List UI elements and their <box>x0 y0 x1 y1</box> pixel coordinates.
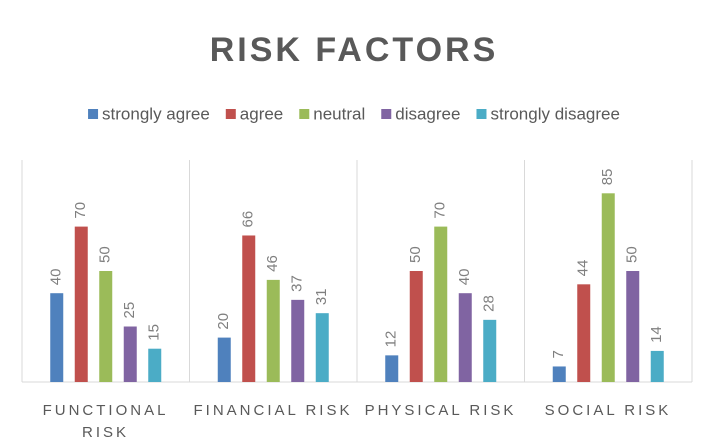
bar <box>434 226 448 382</box>
x-tick-label: PHYSICAL RISK <box>364 402 517 419</box>
bar <box>552 366 566 382</box>
data-label: 7 <box>550 350 567 358</box>
bar <box>601 193 615 382</box>
data-label: 14 <box>648 326 665 343</box>
bar <box>409 271 423 382</box>
legend-swatch <box>299 109 310 119</box>
data-label: 37 <box>289 275 306 292</box>
bar <box>74 226 88 382</box>
legend-label: strongly agree <box>102 104 210 123</box>
bar <box>458 293 472 382</box>
x-tick-label: SOCIAL RISK <box>544 402 672 419</box>
bar <box>291 299 305 382</box>
data-label: 31 <box>313 288 330 305</box>
data-label: 40 <box>456 269 473 286</box>
x-tick-label: FUNCTIONAL RISK <box>42 402 169 441</box>
legend-label: neutral <box>313 104 365 123</box>
data-label: 40 <box>48 269 65 286</box>
bar <box>99 271 113 382</box>
legend-swatch <box>476 109 487 119</box>
data-label: 25 <box>121 302 138 319</box>
legend-label: agree <box>240 104 283 123</box>
bar <box>385 355 399 382</box>
bar <box>242 235 256 382</box>
data-label: 70 <box>432 202 449 219</box>
data-label: 15 <box>146 324 163 341</box>
bar <box>315 313 329 382</box>
bar <box>483 319 497 382</box>
data-label: 66 <box>240 211 257 228</box>
bar <box>650 350 664 382</box>
bar <box>50 293 64 382</box>
data-label: 20 <box>215 313 232 330</box>
bar <box>266 279 280 382</box>
data-label: 50 <box>407 246 424 263</box>
data-label: 44 <box>575 260 592 277</box>
chart-title: RISK FACTORS <box>210 31 499 69</box>
legend-label: strongly disagree <box>490 104 619 123</box>
bar <box>123 326 137 382</box>
x-tick-label: FINANCIAL RISK <box>193 402 353 419</box>
data-label: 85 <box>599 169 616 186</box>
data-label: 50 <box>624 246 641 263</box>
legend-label: disagree <box>395 104 460 123</box>
legend-swatch <box>225 109 236 119</box>
bar <box>148 348 162 382</box>
legend-swatch <box>88 109 99 119</box>
data-label: 46 <box>264 255 281 272</box>
bar <box>217 337 231 382</box>
bar <box>577 284 591 382</box>
data-label: 12 <box>383 331 400 348</box>
data-label: 50 <box>97 246 114 263</box>
data-label: 28 <box>481 295 498 312</box>
data-label: 70 <box>72 202 89 219</box>
legend-swatch <box>381 109 392 119</box>
bar <box>626 271 640 382</box>
